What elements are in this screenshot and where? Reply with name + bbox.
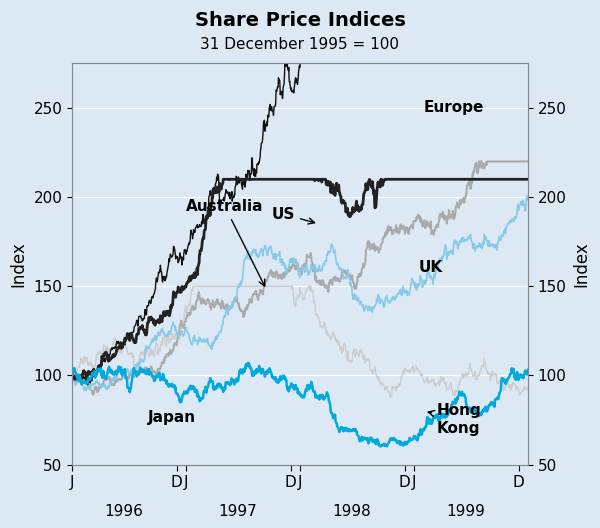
Text: 1999: 1999: [446, 504, 485, 518]
Text: 31 December 1995 = 100: 31 December 1995 = 100: [200, 37, 400, 52]
Text: Share Price Indices: Share Price Indices: [194, 11, 406, 30]
Y-axis label: Index: Index: [572, 241, 590, 287]
Text: US: US: [272, 206, 314, 224]
Y-axis label: Index: Index: [10, 241, 28, 287]
Text: UK: UK: [419, 260, 443, 275]
Text: Europe: Europe: [424, 99, 484, 115]
Text: Australia: Australia: [187, 200, 265, 286]
Text: Japan: Japan: [148, 410, 196, 425]
Text: Hong
Kong: Hong Kong: [428, 403, 482, 436]
Text: 1997: 1997: [218, 504, 257, 518]
Text: 1998: 1998: [332, 504, 371, 518]
Text: 1996: 1996: [104, 504, 143, 518]
